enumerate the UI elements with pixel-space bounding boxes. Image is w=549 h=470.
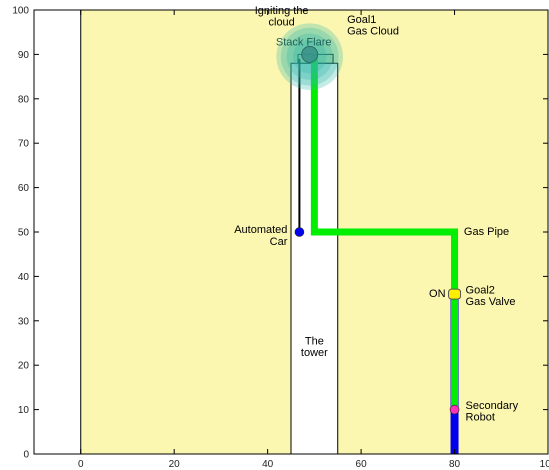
annotation-tower: The tower	[301, 336, 328, 360]
x-tick-label-3: 60	[356, 459, 368, 470]
y-tick-label-0: 0	[23, 450, 29, 461]
point-marker-4	[449, 404, 460, 415]
y-tick-label-7: 70	[18, 139, 30, 150]
stack-flare-marker	[301, 45, 319, 63]
x-tick-label-4: 80	[449, 459, 461, 470]
gas-valve-marker	[448, 288, 462, 300]
annotation-2: Goal1 Gas Cloud	[347, 14, 399, 38]
points-layer	[294, 45, 462, 415]
x-tick-label-1: 20	[169, 459, 181, 470]
point-label-2: Stack Flare	[276, 36, 332, 48]
axes-layer: 0 20 40 60 80 100 0 10 20 30 40 50 60 70 80 90 100	[12, 6, 549, 470]
labels-layer: Automated Car Stack Flare Goal2 Gas Valve Sec…	[234, 5, 518, 423]
y-tick-label-2: 20	[18, 361, 30, 372]
y-tick-label-5: 50	[18, 228, 30, 239]
y-tick-label-8: 80	[18, 94, 30, 105]
y-tick-label-3: 30	[18, 316, 30, 327]
x-tick-label-2: 40	[262, 459, 274, 470]
point-label-4: Secondary Robot	[466, 400, 519, 424]
point-label-3: Goal2 Gas Valve	[466, 284, 516, 308]
y-tick-label-10: 100	[12, 6, 29, 17]
x-tick-label-0: 0	[78, 459, 84, 470]
lines-layer	[298, 54, 459, 454]
x-tick-label-5: 100	[540, 459, 549, 470]
y-tick-label-1: 10	[18, 405, 30, 416]
point-label-1: Automated Car	[234, 224, 288, 248]
annotation-igniting: Igniting the cloud	[255, 5, 309, 29]
point-marker-1	[294, 227, 305, 237]
y-tick-label-4: 40	[18, 272, 30, 283]
y-tick-label-9: 90	[18, 50, 30, 61]
annotation-gas-pipe: Gas Pipe	[464, 226, 509, 238]
annotation-on: ON	[429, 288, 446, 300]
y-tick-label-6: 60	[18, 183, 30, 194]
